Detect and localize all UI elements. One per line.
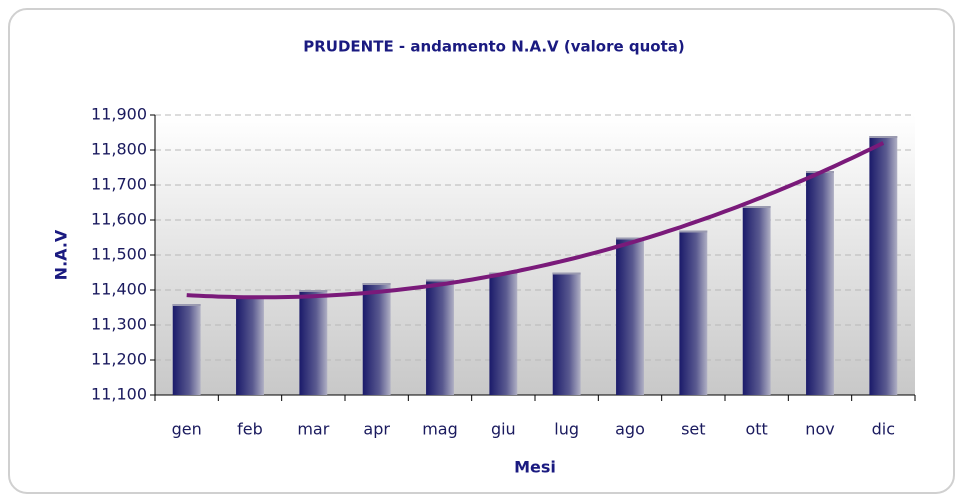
x-tick-label: nov xyxy=(805,420,834,439)
trendline xyxy=(186,141,885,300)
bar-cap xyxy=(362,283,391,285)
chart-title: PRUDENTE - andamento N.A.V (valore quota… xyxy=(303,38,685,56)
bar-cap xyxy=(742,206,771,208)
x-tick-label: mag xyxy=(422,420,458,439)
x-tick-label: apr xyxy=(363,420,390,439)
x-tick-label: dic xyxy=(872,420,895,439)
bar xyxy=(679,230,708,395)
bar xyxy=(236,297,264,395)
x-tick-label: giu xyxy=(491,420,516,439)
x-tick-label: mar xyxy=(297,420,329,439)
x-tick-label: set xyxy=(681,420,705,439)
bar xyxy=(616,237,644,395)
y-tick-label: 11,800 xyxy=(91,140,147,159)
x-axis-label: Mesi xyxy=(514,458,556,477)
y-tick-label: 11,200 xyxy=(91,350,147,369)
y-tick-label: 11,600 xyxy=(91,210,147,229)
x-tick-label: ott xyxy=(745,420,767,439)
bar xyxy=(489,272,518,395)
bar-cap xyxy=(426,279,454,282)
x-tick-label: feb xyxy=(237,420,263,439)
bar-cap xyxy=(679,230,708,233)
bar xyxy=(172,304,201,395)
bar-cap xyxy=(869,136,898,138)
bar xyxy=(299,290,328,395)
y-tick-label: 11,500 xyxy=(91,245,147,264)
x-tick-label: lug xyxy=(554,420,579,439)
bar xyxy=(552,272,581,395)
y-axis-label: N.A.V xyxy=(52,229,71,280)
y-tick-label: 11,700 xyxy=(91,175,147,194)
bar-cap xyxy=(299,290,328,292)
bar-cap xyxy=(616,237,644,240)
bar xyxy=(869,136,898,395)
y-tick-label: 11,100 xyxy=(91,385,147,404)
bar xyxy=(806,171,834,395)
x-tick-label: gen xyxy=(172,420,202,439)
y-tick-label: 11,900 xyxy=(91,105,147,124)
bar xyxy=(426,279,454,395)
bar xyxy=(362,283,391,395)
x-tick-label: ago xyxy=(615,420,645,439)
y-tick-label: 11,300 xyxy=(91,315,147,334)
bar-cap xyxy=(552,272,581,275)
bar xyxy=(742,206,771,395)
bar-cap xyxy=(172,304,201,306)
y-tick-label: 11,400 xyxy=(91,280,147,299)
